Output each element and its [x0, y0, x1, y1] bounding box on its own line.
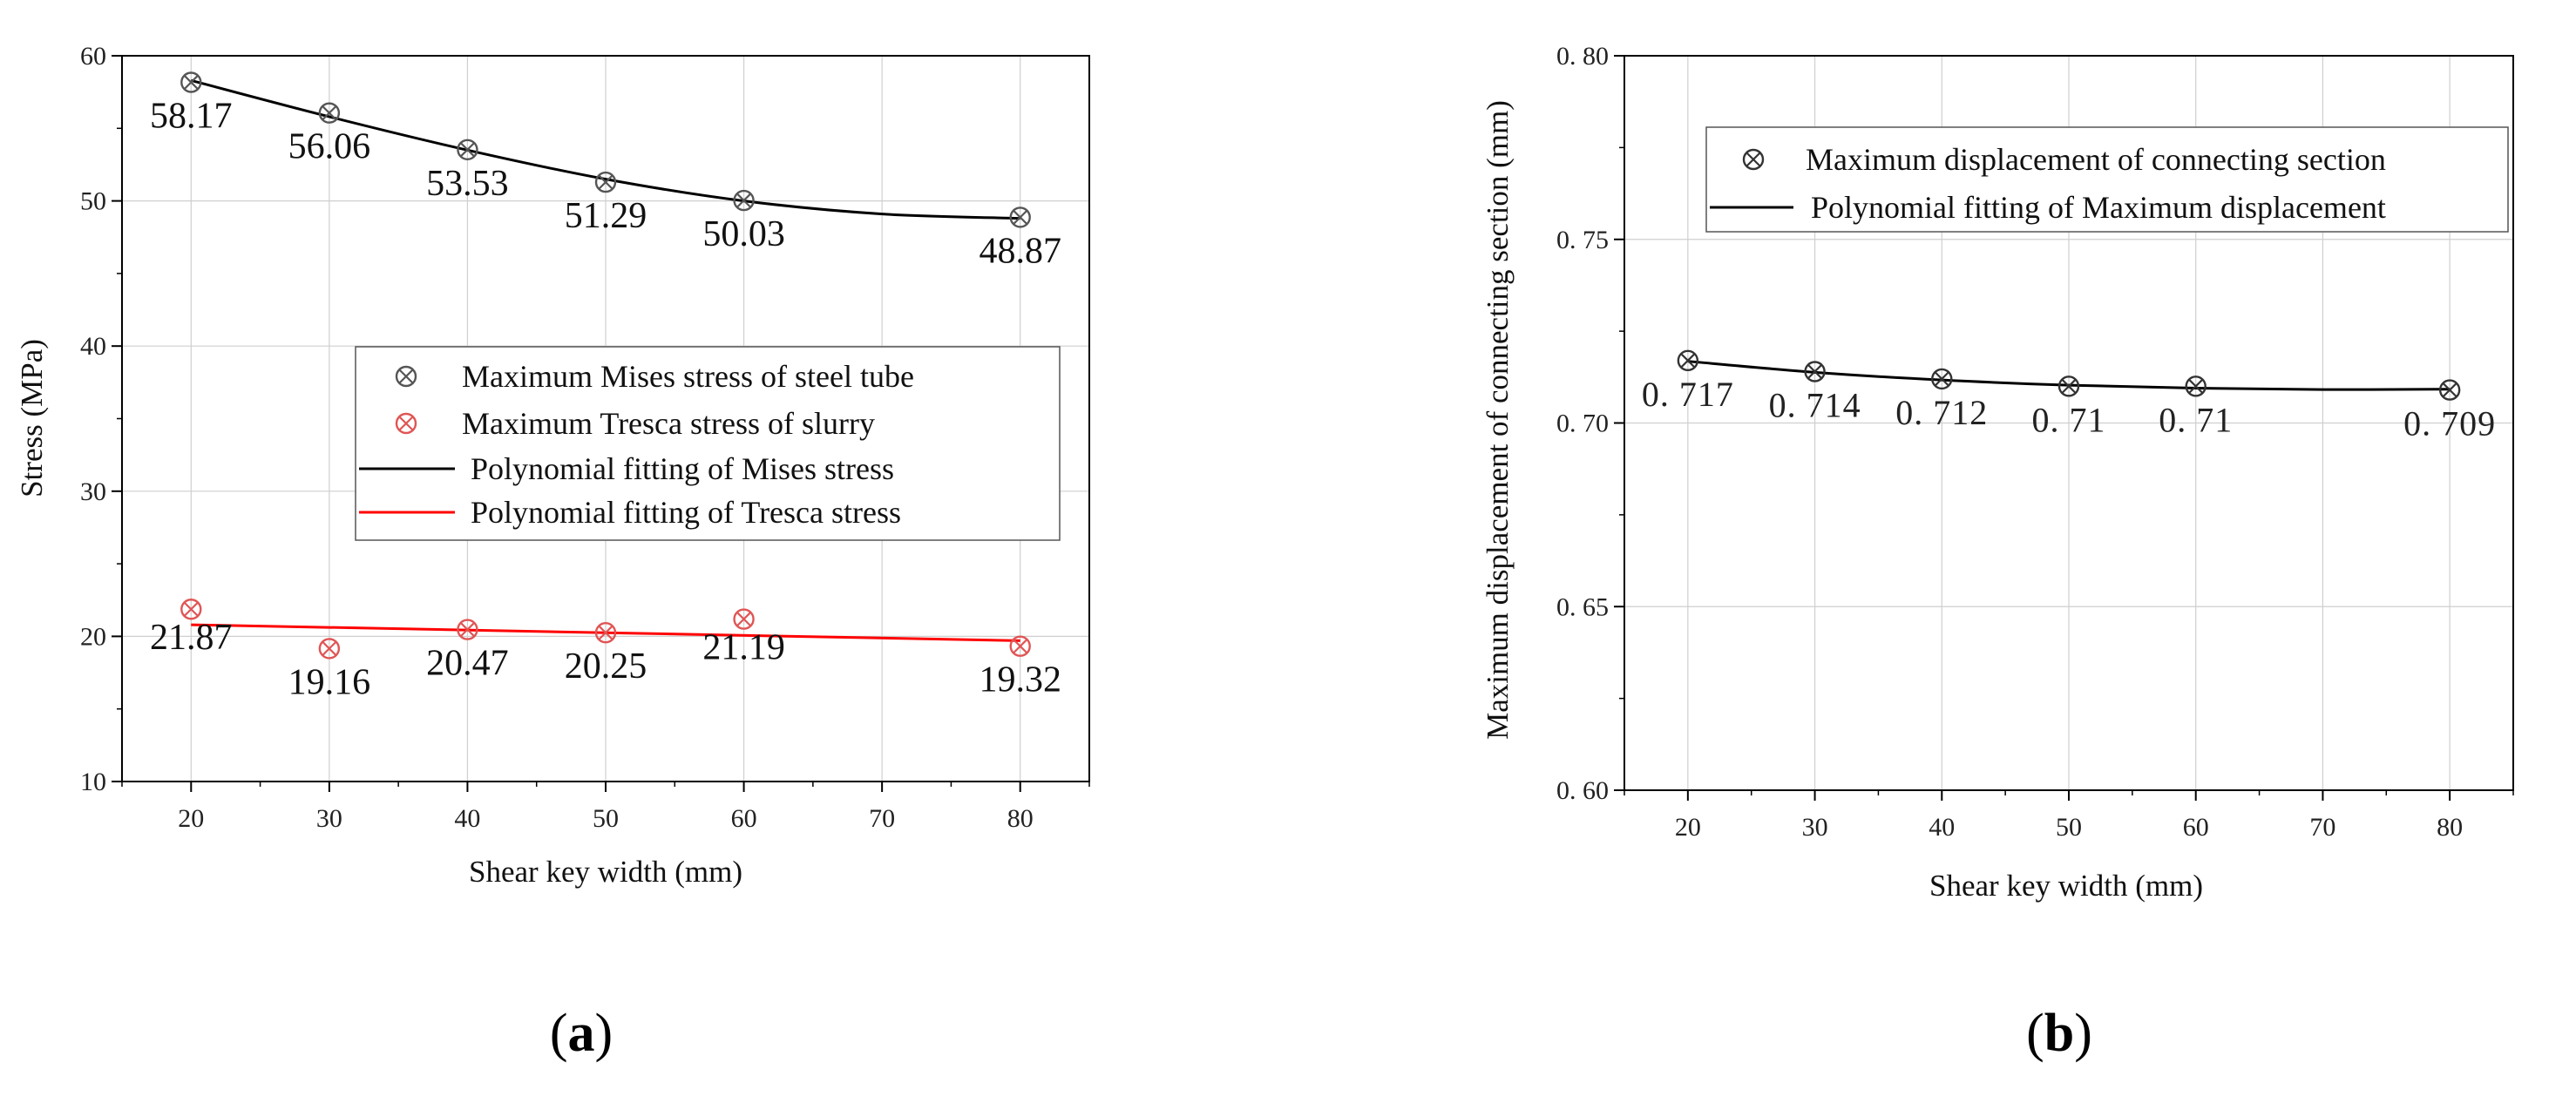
data-label: 48.87 — [979, 231, 1061, 271]
y-tick-label: 0. 70 — [1556, 409, 1609, 438]
data-point-series-0 — [457, 139, 478, 160]
data-label: 51.29 — [565, 196, 647, 236]
y-axis-label-b: Maximum displacement of connecting secti… — [1481, 100, 1515, 740]
data-label: 19.32 — [979, 660, 1061, 700]
plot-a-ticks: 20 30 40 50 60 70 80 10 20 30 40 50 60 — [80, 42, 1090, 833]
data-label: 20.25 — [565, 646, 647, 687]
legend-a-label-tresca-fit: Polynomial fitting of Tresca stress — [471, 495, 901, 530]
data-point-series-0 — [594, 171, 617, 193]
legend-b-marker-icon — [1742, 148, 1765, 171]
y-tick-label: 0. 60 — [1556, 776, 1609, 805]
legend-b: Maximum displacement of connecting secti… — [1705, 126, 2509, 233]
y-tick-label: 0. 75 — [1556, 226, 1609, 254]
data-point-series-1 — [594, 622, 617, 644]
data-point-series-0 — [1804, 361, 1826, 382]
captions: (a) (b) — [550, 1004, 2092, 1063]
data-label: 19.16 — [288, 662, 371, 702]
data-label: 0. 717 — [1642, 375, 1734, 414]
legend-b-label-fit: Polynomial fitting of Maximum displaceme… — [1811, 190, 2386, 225]
y-axis-label-a: Stress (MPa) — [15, 339, 49, 497]
plot-b-datalabels: 0. 717 0. 714 0. 712 0. 71 0. 71 0. 709 — [1642, 375, 2496, 443]
legend-a-box — [355, 346, 1061, 541]
plot-b-ticks: 20 30 40 50 60 70 80 0. 60 0. 65 0. 70 0. 75 0. 80 — [1556, 42, 2514, 842]
data-point-series-0 — [2185, 376, 2207, 397]
x-tick-label: 40 — [454, 804, 480, 833]
y-tick-label: 60 — [80, 42, 106, 71]
data-point-series-0 — [1677, 349, 1699, 372]
x-tick-label: 80 — [1007, 804, 1034, 833]
chart-b: 20 30 40 50 60 70 800. 600. 650. 700. 750. 80 … — [1481, 42, 2514, 903]
data-label: 0. 71 — [2032, 400, 2106, 439]
data-label: 56.06 — [288, 127, 371, 167]
data-point-series-1 — [733, 608, 755, 630]
x-tick-label: 20 — [1675, 813, 1701, 842]
data-label: 21.19 — [702, 628, 785, 668]
data-point-series-0 — [733, 189, 755, 212]
x-tick-label: 60 — [731, 804, 757, 833]
legend-a-marker-icon-mises — [395, 365, 417, 388]
y-tick-label: 0. 80 — [1556, 42, 1609, 71]
data-label: 20.47 — [426, 644, 509, 684]
y-tick-label: 10 — [80, 768, 106, 796]
data-label: 50.03 — [702, 214, 785, 254]
legend-a-marker-icon-tresca — [395, 412, 417, 435]
y-tick-label: 20 — [80, 622, 106, 651]
data-point-series-0 — [318, 102, 341, 124]
legend-a-marker-mises — [395, 365, 417, 388]
legend-a: Maximum Mises stress of steel tube Maxim… — [355, 346, 1061, 541]
data-point-series-1 — [1009, 635, 1031, 657]
x-tick-label: 80 — [2437, 813, 2463, 842]
data-point-series-1 — [180, 599, 202, 620]
x-tick-label: 70 — [2309, 813, 2335, 842]
x-axis-label-a: Shear key width (mm) — [469, 855, 742, 889]
data-point-series-0 — [1931, 368, 1953, 390]
x-tick-label: 50 — [2056, 813, 2082, 842]
x-tick-label: 20 — [178, 804, 204, 833]
x-tick-label: 40 — [1929, 813, 1955, 842]
x-tick-label: 50 — [593, 804, 619, 833]
x-tick-label: 30 — [316, 804, 342, 833]
plot-a-points — [180, 71, 1031, 660]
data-label: 21.87 — [150, 618, 233, 658]
y-tick-label: 50 — [80, 187, 106, 216]
caption-a: (a) — [550, 1004, 613, 1063]
plot-a-datalabels: 58.17 56.06 53.53 51.29 50.03 48.87 21.87 19.16… — [150, 96, 1061, 702]
data-label: 58.17 — [150, 96, 233, 136]
data-point-series-1 — [318, 638, 341, 660]
y-tick-label: 30 — [80, 477, 106, 506]
data-point-series-1 — [457, 619, 478, 640]
y-tick-label: 0. 65 — [1556, 592, 1609, 621]
data-label: 53.53 — [426, 164, 509, 204]
legend-a-label-mises-fit: Polynomial fitting of Mises stress — [471, 451, 894, 486]
data-label: 0. 714 — [1769, 385, 1861, 424]
data-point-series-0 — [2057, 376, 2080, 397]
data-label: 0. 71 — [2159, 400, 2233, 439]
chart-a: 20 30 40 50 60 70 80 10 20 30 40 50 60 58.17 56.06 53.… — [15, 42, 1090, 889]
data-label: 0. 709 — [2403, 404, 2496, 443]
legend-b-label-points: Maximum displacement of connecting secti… — [1806, 142, 2386, 177]
data-point-series-0 — [1009, 206, 1031, 228]
legend-b-marker — [1742, 148, 1765, 171]
data-point-series-0 — [180, 71, 202, 93]
data-point-series-0 — [2438, 379, 2461, 401]
plot-b-points — [1677, 349, 2461, 401]
x-tick-label: 30 — [1802, 813, 1828, 842]
data-label: 0. 712 — [1895, 393, 1988, 432]
legend-a-label-tresca: Maximum Tresca stress of slurry — [462, 406, 875, 441]
y-tick-label: 40 — [80, 332, 106, 361]
x-axis-label-b: Shear key width (mm) — [1929, 869, 2203, 903]
x-tick-label: 60 — [2183, 813, 2209, 842]
legend-b-box — [1705, 126, 2509, 233]
fit-line-series-2 — [190, 78, 1020, 220]
legend-a-marker-tresca — [395, 412, 417, 435]
legend-a-label-mises: Maximum Mises stress of steel tube — [462, 359, 914, 394]
caption-b: (b) — [2026, 1004, 2092, 1063]
x-tick-label: 70 — [869, 804, 895, 833]
